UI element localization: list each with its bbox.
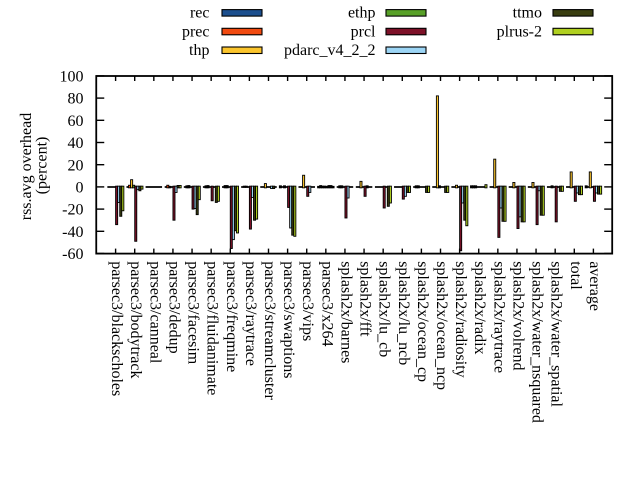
- svg-text:80: 80: [68, 91, 84, 108]
- svg-text:parsec3/vips: parsec3/vips: [299, 261, 316, 341]
- svg-text:20: 20: [68, 157, 84, 174]
- svg-text:rec: rec: [190, 5, 210, 22]
- svg-text:thp: thp: [189, 42, 209, 59]
- svg-text:splash2x/raytrace: splash2x/raytrace: [490, 261, 507, 373]
- svg-text:splash2x/volrend: splash2x/volrend: [509, 261, 526, 370]
- svg-text:60: 60: [68, 113, 84, 130]
- svg-text:0: 0: [76, 180, 84, 197]
- svg-text:parsec3/facesim: parsec3/facesim: [185, 261, 202, 365]
- svg-text:parsec3/x264: parsec3/x264: [318, 261, 335, 346]
- svg-text:splash2x/lu_ncb: splash2x/lu_ncb: [395, 261, 412, 365]
- svg-text:plrus-2: plrus-2: [497, 23, 542, 40]
- svg-text:splash2x/water_nsquared: splash2x/water_nsquared: [529, 261, 546, 423]
- svg-text:rss.avg overhead: rss.avg overhead: [18, 113, 35, 221]
- svg-text:total: total: [567, 261, 584, 290]
- svg-text:splash2x/lu_cb: splash2x/lu_cb: [376, 261, 393, 357]
- svg-text:-40: -40: [62, 224, 83, 241]
- svg-text:40: 40: [68, 135, 84, 152]
- svg-text:splash2x/radiosity: splash2x/radiosity: [452, 261, 469, 377]
- svg-text:-20: -20: [62, 202, 83, 219]
- svg-text:splash2x/ocean_cp: splash2x/ocean_cp: [414, 261, 431, 382]
- svg-text:splash2x/ocean_ncp: splash2x/ocean_ncp: [433, 261, 450, 390]
- svg-text:splash2x/fft: splash2x/fft: [357, 261, 374, 337]
- svg-text:parsec3/freqmine: parsec3/freqmine: [223, 261, 240, 372]
- svg-text:parsec3/raytrace: parsec3/raytrace: [242, 261, 259, 366]
- svg-text:splash2x/barnes: splash2x/barnes: [337, 261, 354, 363]
- svg-text:parsec3/swaptions: parsec3/swaptions: [280, 261, 297, 378]
- svg-text:ttmo: ttmo: [513, 5, 542, 22]
- svg-text:pdarc_v4_2_2: pdarc_v4_2_2: [284, 42, 376, 59]
- svg-text:prec: prec: [182, 23, 210, 40]
- svg-text:-60: -60: [62, 246, 83, 263]
- svg-text:parsec3/blackscholes: parsec3/blackscholes: [108, 261, 125, 396]
- svg-text:(percent): (percent): [34, 137, 51, 195]
- svg-text:splash2x/water_spatial: splash2x/water_spatial: [548, 261, 565, 407]
- svg-text:parsec3/dedup: parsec3/dedup: [165, 261, 182, 353]
- svg-text:parsec3/fluidanimate: parsec3/fluidanimate: [204, 261, 221, 395]
- svg-text:splash2x/radix: splash2x/radix: [471, 261, 488, 354]
- svg-text:average: average: [586, 261, 603, 311]
- svg-text:parsec3/canneal: parsec3/canneal: [146, 261, 163, 364]
- svg-text:parsec3/bodytrack: parsec3/bodytrack: [127, 261, 144, 378]
- svg-text:parsec3/streamcluster: parsec3/streamcluster: [261, 261, 278, 400]
- svg-text:100: 100: [60, 69, 84, 86]
- svg-text:ethp: ethp: [348, 5, 376, 22]
- svg-text:prcl: prcl: [351, 23, 376, 40]
